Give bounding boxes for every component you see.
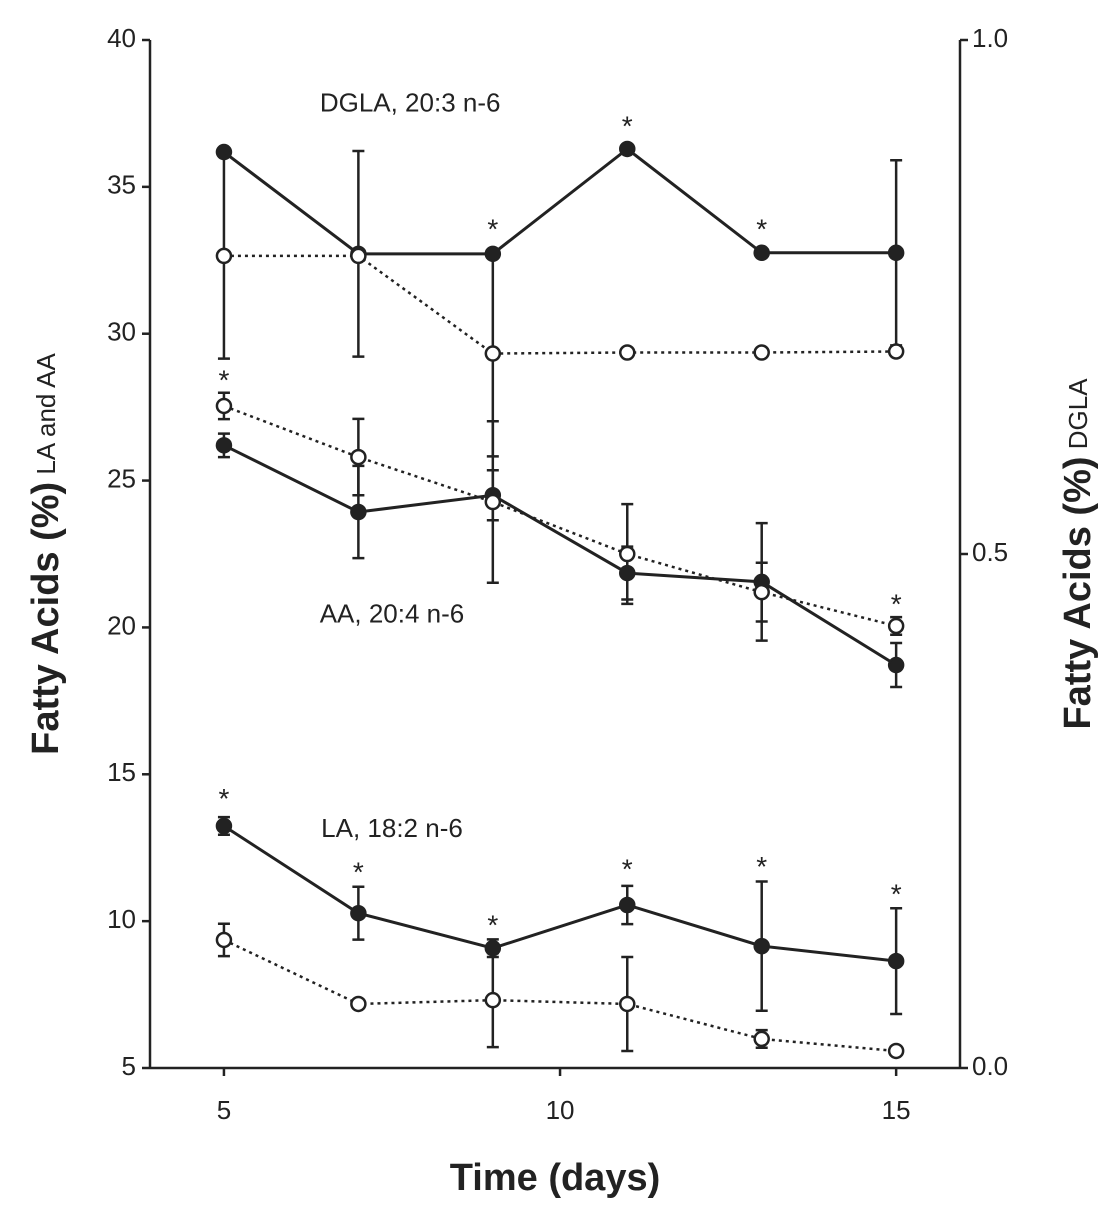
significance-marker: * — [622, 854, 633, 885]
x-tick-label: 15 — [882, 1095, 911, 1125]
y-tick-label: 20 — [107, 610, 136, 640]
y-tick-label: 30 — [107, 317, 136, 347]
series-line — [223, 443, 897, 667]
data-point — [887, 617, 905, 635]
y-tick-label: 10 — [107, 904, 136, 934]
series-line — [223, 404, 897, 628]
data-point — [887, 343, 905, 360]
data-point — [350, 448, 367, 466]
y2-tick-label: 1.0 — [972, 23, 1008, 53]
data-point — [887, 244, 905, 262]
data-point — [484, 991, 502, 1009]
data-point — [350, 995, 367, 1013]
data-point — [215, 397, 233, 415]
significance-marker: * — [353, 857, 364, 888]
series-line — [223, 938, 897, 1053]
data-point — [215, 931, 233, 949]
significance-marker: * — [756, 851, 767, 882]
y2-tick-label: 0.0 — [972, 1051, 1008, 1081]
annotation: DGLA, 20:3 n-6 — [320, 87, 501, 117]
series-line — [223, 254, 897, 355]
x-tick-label: 10 — [546, 1095, 575, 1125]
significance-marker: * — [891, 589, 902, 620]
data-point — [350, 247, 367, 265]
y-tick-label: 35 — [107, 170, 136, 200]
data-point — [753, 1030, 770, 1048]
data-point — [484, 345, 502, 362]
significance-marker: * — [756, 213, 767, 244]
y-axis-title-main: Fatty Acids (%) — [25, 482, 67, 755]
data-point — [887, 952, 905, 970]
y2-tick-label: 0.5 — [972, 537, 1008, 567]
data-point — [619, 545, 636, 563]
y-tick-label: 40 — [107, 23, 136, 53]
data-point — [619, 896, 636, 914]
significance-marker: * — [218, 783, 229, 814]
y2-axis-title-sub: DGLA — [1063, 378, 1093, 457]
data-point — [887, 1042, 905, 1060]
y-tick-label: 15 — [107, 757, 136, 787]
significance-marker: * — [218, 364, 229, 395]
data-point — [619, 140, 636, 158]
y-axis-title-sub: LA and AA — [31, 352, 61, 481]
data-point — [619, 995, 636, 1013]
annotation: LA, 18:2 n-6 — [321, 813, 463, 843]
data-point — [215, 247, 233, 265]
x-axis-title: Time (days) — [450, 1157, 660, 1199]
y2-axis-title-main: Fatty Acids (%) — [1057, 456, 1099, 729]
annotation: AA, 20:4 n-6 — [320, 599, 465, 629]
data-point — [753, 583, 770, 601]
data-point — [215, 437, 233, 454]
y-axis-title: Fatty Acids (%) LA and AA — [25, 352, 67, 754]
y-tick-label: 25 — [107, 463, 136, 493]
data-point — [753, 244, 770, 262]
significance-marker: * — [487, 910, 498, 941]
series-line — [223, 147, 897, 256]
data-point — [215, 817, 233, 835]
data-point — [350, 904, 367, 922]
data-point — [753, 937, 770, 955]
series-line — [223, 824, 897, 963]
data-point — [350, 503, 367, 521]
x-tick-label: 5 — [217, 1095, 231, 1125]
data-point — [619, 344, 636, 361]
data-point — [887, 656, 905, 674]
significance-marker: * — [622, 111, 633, 142]
significance-marker: * — [487, 213, 498, 244]
y2-axis-title: Fatty Acids (%) DGLA — [1057, 378, 1099, 730]
data-point — [484, 493, 502, 511]
data-point — [753, 344, 770, 361]
y-tick-label: 5 — [122, 1051, 136, 1081]
significance-marker: * — [891, 879, 902, 910]
